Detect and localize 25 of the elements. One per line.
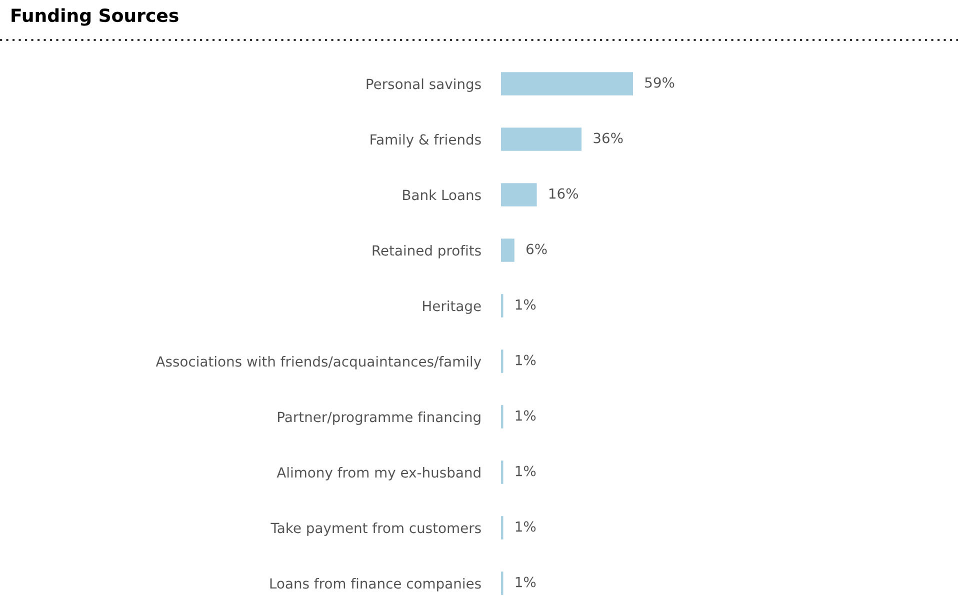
bar (501, 238, 514, 262)
data-label: 36% (594, 132, 623, 144)
y-tick-label: Personal savings (366, 78, 481, 92)
y-tick-label: Associations with friends/acquaintances/family (156, 356, 482, 370)
data-label: 1% (516, 576, 536, 588)
y-tick-label: Partner/programme financing (278, 411, 480, 425)
text: Funding Sources (12, 8, 178, 26)
data-label: 1% (516, 410, 536, 421)
y-tick-label: Family & friends (370, 134, 481, 148)
data-label: 1% (516, 299, 536, 310)
y-tick-label: Retained profits (372, 244, 481, 258)
bar (501, 72, 633, 96)
data-label: 59% (645, 77, 674, 88)
y-tick-label: Take payment from customers (270, 522, 481, 536)
data-label: 1% (516, 354, 536, 366)
y-tick-label: Loans from finance companies (270, 578, 481, 592)
y-tick-label: Bank Loans (403, 189, 481, 200)
bar (501, 183, 537, 206)
data-label: 6% (526, 244, 547, 254)
data-label: 16% (549, 188, 578, 199)
bar (501, 128, 582, 151)
data-label: 1% (516, 521, 536, 532)
y-tick-label: Heritage (423, 300, 481, 314)
y-tick-label: Alimony from my ex-husband (276, 466, 480, 480)
data-label: 1% (516, 466, 536, 476)
